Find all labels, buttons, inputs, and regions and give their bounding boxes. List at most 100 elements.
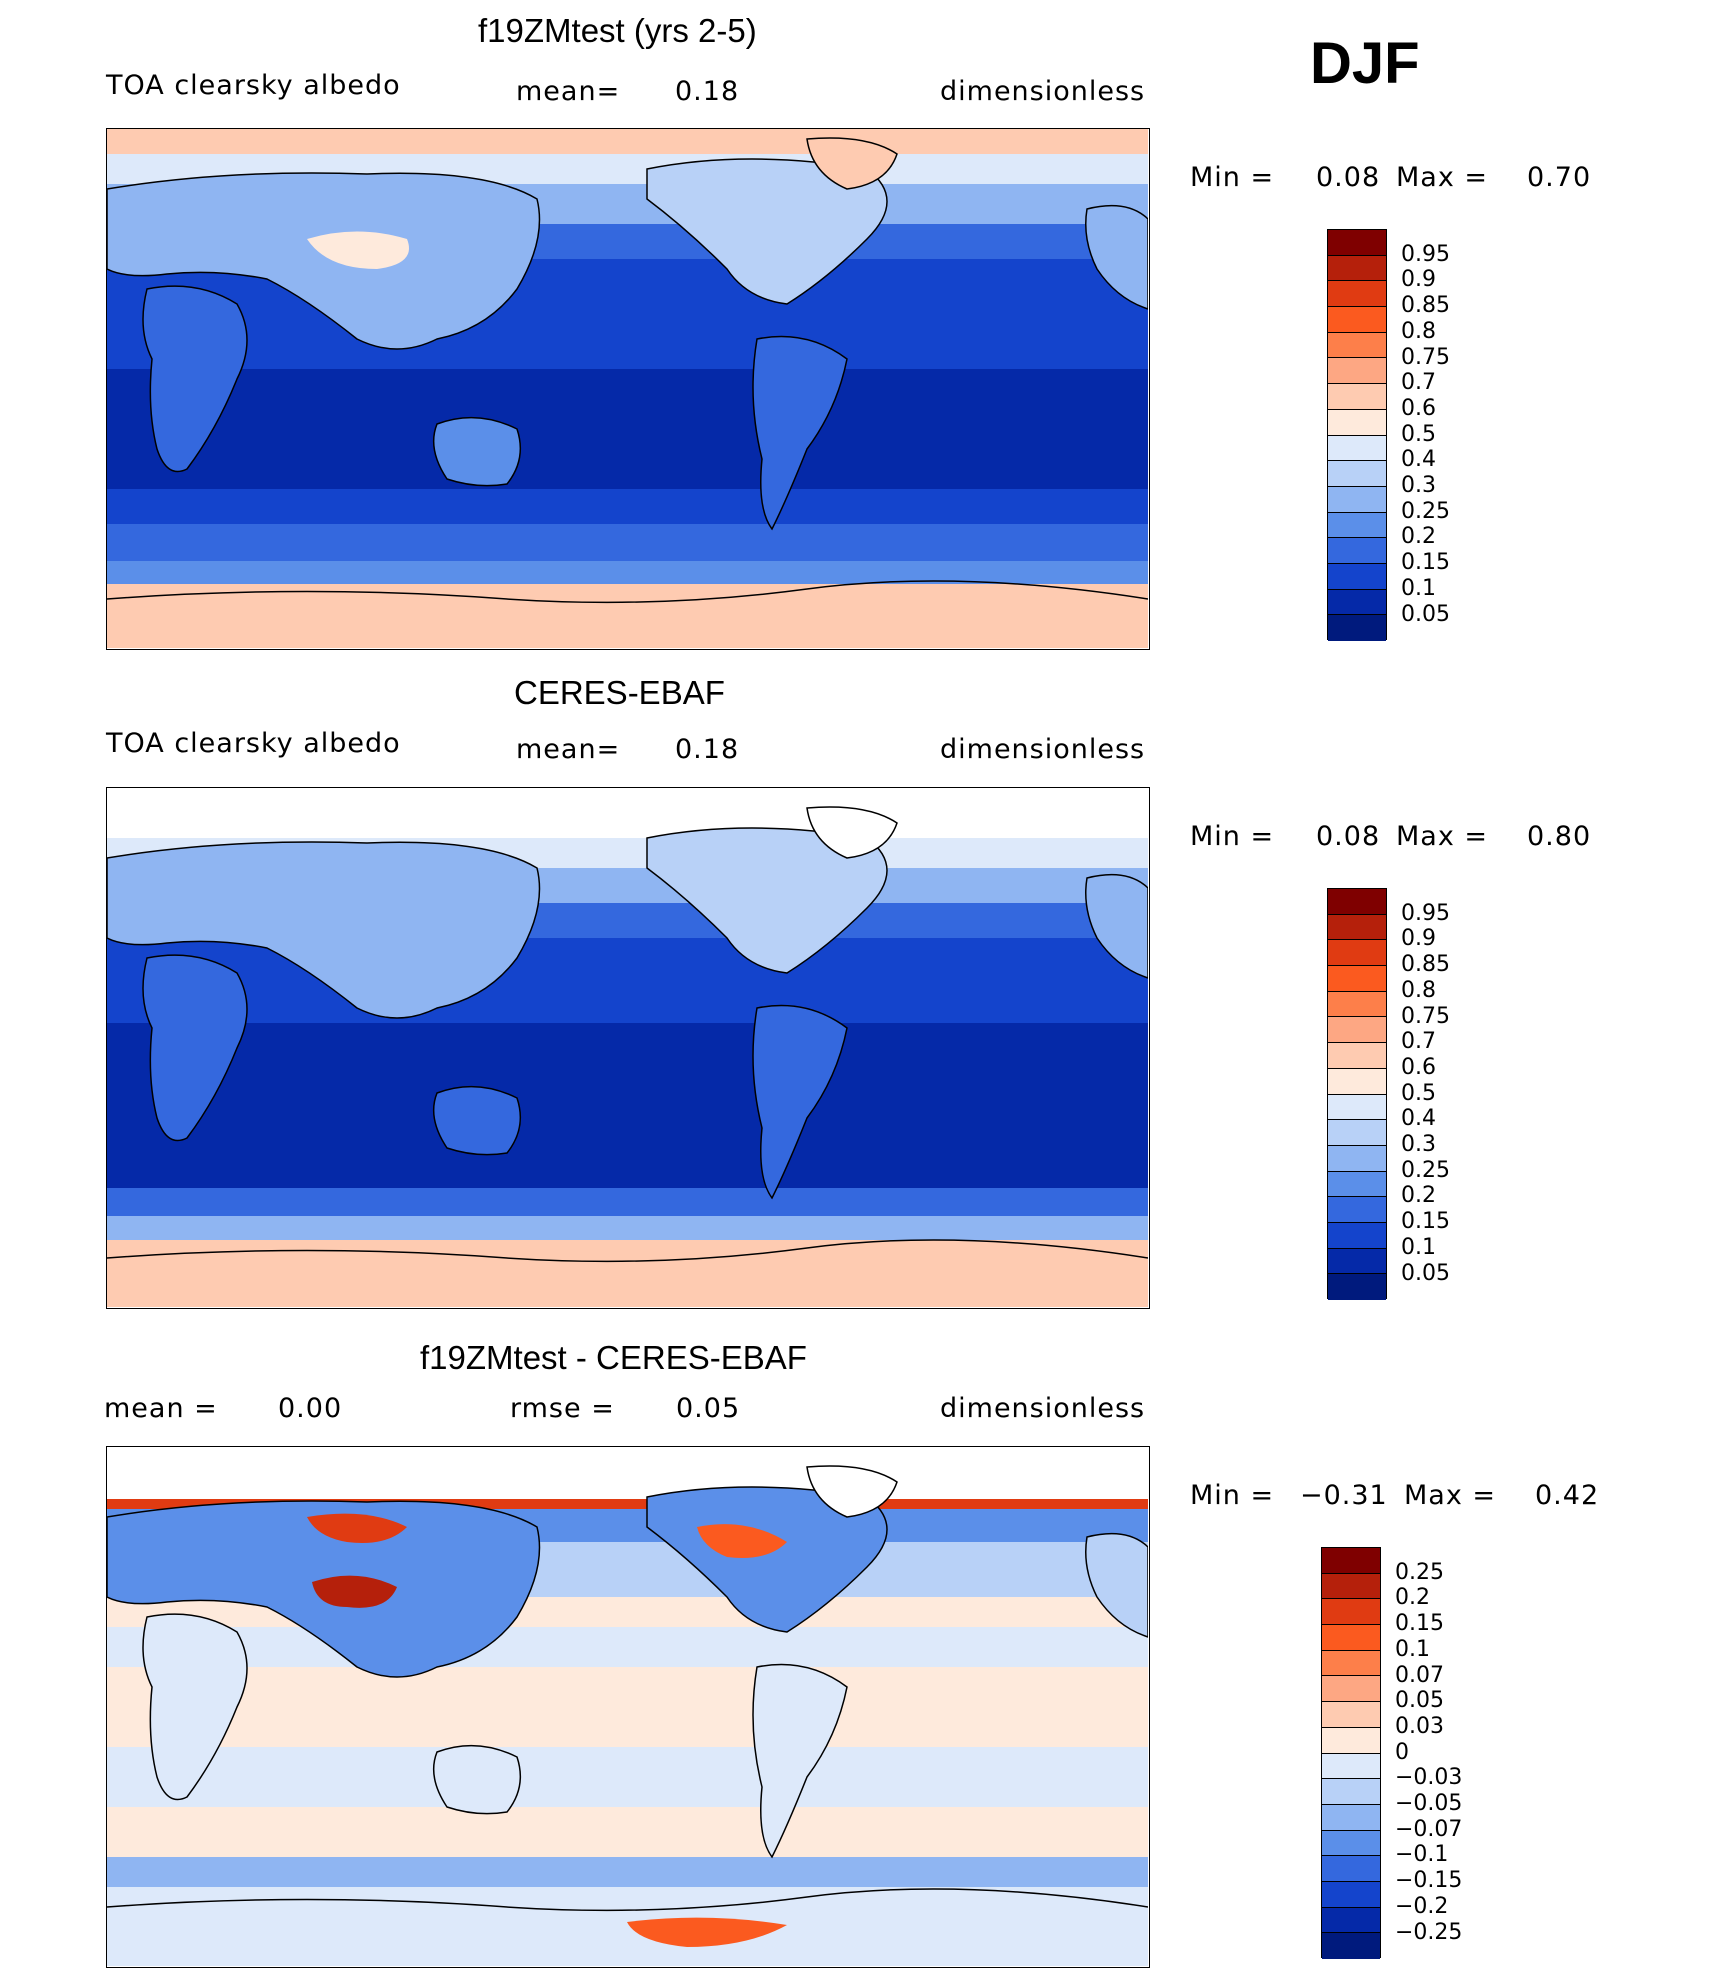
colorbar-label: 0.25 <box>1395 1559 1444 1585</box>
south-america-landmass <box>752 335 848 531</box>
colorbar-swatch <box>1328 966 1386 992</box>
australia-landmass <box>432 1085 522 1156</box>
colorbar-swatch <box>1322 1753 1380 1780</box>
colorbar-swatch <box>1322 1830 1380 1857</box>
colorbar-swatch <box>1328 1120 1386 1146</box>
colorbar-label: 0.4 <box>1401 1106 1436 1132</box>
colorbar-label: 0.2 <box>1401 524 1436 550</box>
colorbar-swatch <box>1328 914 1386 941</box>
colorbar-label: 0.7 <box>1401 370 1436 396</box>
colorbar-swatch <box>1322 1599 1380 1626</box>
colorbar-swatch <box>1328 1094 1386 1121</box>
colorbar-swatch <box>1328 358 1386 385</box>
panel-3-min-label: Min = <box>1190 1480 1275 1511</box>
panel-2-mean-label: mean= <box>516 734 621 765</box>
colorbar-label: 0.1 <box>1401 1234 1436 1260</box>
lat-band <box>107 489 1148 529</box>
colorbar-label: 0.4 <box>1401 447 1436 473</box>
panel-2-min-value: 0.08 <box>1316 821 1381 852</box>
europe-west-landmass <box>1085 873 1148 979</box>
colorbar-label: 0.8 <box>1401 318 1436 344</box>
colorbar-swatch <box>1328 889 1386 915</box>
panel-1-max-value: 0.70 <box>1527 162 1592 193</box>
colorbar-swatch <box>1328 538 1386 564</box>
colorbar-swatch <box>1328 1145 1386 1172</box>
colorbar-label: 0.05 <box>1395 1688 1444 1714</box>
colorbar-label: 0.85 <box>1401 293 1450 319</box>
panel-3-units: dimensionless <box>940 1393 1146 1424</box>
panel-3-mean-value: 0.00 <box>278 1393 343 1424</box>
colorbar-swatch <box>1328 615 1386 641</box>
lat-band <box>107 524 1148 564</box>
panel-1-variable-label: TOA clearsky albedo <box>106 70 401 101</box>
africa-landmass <box>142 285 248 473</box>
colorbar-label: 0.95 <box>1401 900 1450 926</box>
tibet-plateau <box>307 231 409 269</box>
north-america-landmass <box>646 827 888 974</box>
lat-band <box>107 1023 1148 1188</box>
panel-3-map <box>106 1446 1150 1968</box>
colorbar-label: 0.2 <box>1401 1183 1436 1209</box>
colorbar-swatch <box>1328 1248 1386 1275</box>
panel-3-title: f19ZMtest - CERES-EBAF <box>420 1339 807 1376</box>
colorbar-label: 0.25 <box>1401 1157 1450 1183</box>
colorbar-label: 0.9 <box>1401 267 1436 293</box>
panel-1-min-value: 0.08 <box>1316 162 1381 193</box>
colorbar-label: −0.2 <box>1395 1893 1449 1919</box>
colorbar-label: 0.2 <box>1395 1585 1430 1611</box>
colorbar-swatch <box>1328 307 1386 333</box>
panel-2-max-label: Max = <box>1396 821 1489 852</box>
panel-1-mean-label: mean= <box>516 76 621 107</box>
panel-2-map <box>106 787 1150 1309</box>
colorbar-swatch <box>1322 1702 1380 1728</box>
panel-1-title: f19ZMtest (yrs 2-5) <box>478 12 757 49</box>
colorbar-swatch <box>1322 1804 1380 1831</box>
colorbar-label: 0.7 <box>1401 1029 1436 1055</box>
colorbar-swatch <box>1322 1779 1380 1805</box>
colorbar-label: 0.6 <box>1401 1054 1436 1080</box>
colorbar-swatch <box>1328 435 1386 462</box>
colorbar-swatch <box>1328 332 1386 359</box>
greenland-landmass <box>806 806 898 859</box>
colorbar-swatch <box>1322 1907 1380 1934</box>
panel-1-map <box>106 128 1150 650</box>
eurasia-landmass <box>107 172 541 350</box>
colorbar-label: 0.3 <box>1401 473 1436 498</box>
colorbar-label: 0.3 <box>1401 1132 1436 1157</box>
colorbar-swatch <box>1328 1068 1386 1095</box>
colorbar-swatches <box>1327 229 1387 641</box>
colorbar-label: 0.15 <box>1401 550 1450 576</box>
colorbar-swatch <box>1328 940 1386 967</box>
colorbar-swatch <box>1322 1727 1380 1754</box>
colorbar-swatch <box>1328 1197 1386 1223</box>
colorbar-swatch <box>1328 255 1386 282</box>
colorbar-label: −0.05 <box>1395 1791 1463 1816</box>
africa-landmass <box>142 1613 248 1801</box>
colorbar-label: −0.15 <box>1395 1868 1463 1894</box>
lat-band <box>107 1857 1148 1887</box>
colorbar-swatch <box>1328 1274 1386 1300</box>
panel-2-variable-label: TOA clearsky albedo <box>106 728 401 759</box>
colorbar-swatch <box>1328 230 1386 256</box>
colorbar-swatch <box>1322 1548 1380 1574</box>
australia-landmass <box>432 416 522 487</box>
australia-landmass <box>432 1744 522 1815</box>
colorbar-swatch <box>1328 991 1386 1018</box>
colorbar-label: 0.1 <box>1395 1636 1430 1662</box>
warm-anomaly-antarctica <box>627 1917 787 1947</box>
colorbar-swatch <box>1328 486 1386 513</box>
colorbar-swatch <box>1322 1881 1380 1908</box>
colorbar-label: 0.6 <box>1401 395 1436 421</box>
lat-band <box>107 1887 1148 1966</box>
south-america-landmass <box>752 1004 848 1200</box>
north-america-landmass <box>646 1486 888 1633</box>
panel-1-mean-value: 0.18 <box>675 76 740 107</box>
panel-1-min-label: Min = <box>1190 162 1275 193</box>
south-america-landmass <box>752 1663 848 1859</box>
colorbar-swatch <box>1328 409 1386 436</box>
colorbar-swatch <box>1322 1856 1380 1882</box>
colorbar-swatches <box>1321 1547 1381 1959</box>
lat-band <box>107 1216 1148 1241</box>
colorbar-label: 0.05 <box>1401 1260 1450 1286</box>
greenland-landmass <box>806 137 898 190</box>
